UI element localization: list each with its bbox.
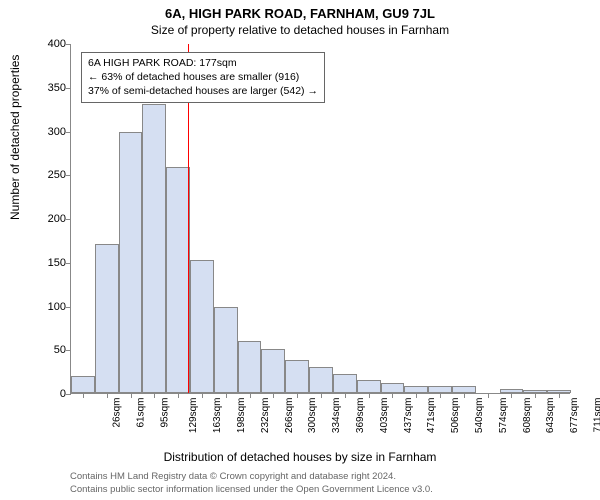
annotation-box: 6A HIGH PARK ROAD: 177sqm← 63% of detach… [81,52,325,103]
x-tick-label: 198sqm [236,398,247,434]
y-tick-mark [66,263,71,264]
y-tick-label: 0 [31,388,66,400]
annotation-line: 37% of semi-detached houses are larger (… [88,84,318,98]
chart-container: 6A, HIGH PARK ROAD, FARNHAM, GU9 7JL Siz… [0,0,600,500]
x-tick-label: 608sqm [522,398,533,434]
x-tick-label: 232sqm [260,398,271,434]
y-axis-label: Number of detached properties [8,55,22,220]
x-tick-mark [178,393,179,398]
x-tick-mark [273,393,274,398]
y-tick-mark [66,350,71,351]
histogram-bar [428,386,452,393]
histogram-bar [238,341,262,394]
x-tick-mark [107,393,108,398]
x-tick-mark [392,393,393,398]
histogram-bar [357,380,381,393]
plot-surface: 05010015020025030035040026sqm61sqm95sqm1… [71,44,570,393]
histogram-bar [285,360,309,393]
x-tick-mark [297,393,298,398]
x-tick-mark [535,393,536,398]
y-tick-mark [66,88,71,89]
x-tick-mark [464,393,465,398]
x-tick-mark [440,393,441,398]
x-tick-label: 300sqm [307,398,318,434]
x-tick-label: 711sqm [592,398,600,433]
histogram-bar [452,386,476,393]
y-tick-mark [66,219,71,220]
x-tick-mark [154,393,155,398]
x-tick-label: 26sqm [111,398,122,428]
y-tick-label: 200 [31,213,66,225]
x-tick-mark [131,393,132,398]
y-tick-mark [66,175,71,176]
histogram-bar [166,167,190,393]
x-tick-mark [250,393,251,398]
y-tick-label: 400 [31,38,66,50]
x-tick-mark [321,393,322,398]
y-tick-label: 50 [31,344,66,356]
x-tick-mark [488,393,489,398]
x-tick-mark [369,393,370,398]
footer-attribution: Contains HM Land Registry data © Crown c… [70,471,433,496]
x-tick-label: 403sqm [379,398,390,434]
footer-line-2: Contains public sector information licen… [70,484,433,496]
y-tick-label: 250 [31,169,66,181]
y-tick-label: 150 [31,257,66,269]
x-tick-label: 369sqm [355,398,366,434]
annotation-line: 6A HIGH PARK ROAD: 177sqm [88,56,318,70]
x-tick-mark [511,393,512,398]
x-tick-label: 471sqm [427,398,438,434]
histogram-bar [404,386,428,393]
x-tick-mark [345,393,346,398]
x-tick-label: 574sqm [498,398,509,434]
histogram-bar [190,260,214,393]
x-tick-label: 643sqm [546,398,557,434]
x-tick-mark [226,393,227,398]
x-tick-mark [559,393,560,398]
y-tick-label: 300 [31,126,66,138]
x-tick-label: 540sqm [474,398,485,434]
x-tick-label: 61sqm [135,398,146,428]
x-tick-mark [416,393,417,398]
y-tick-mark [66,394,71,395]
chart-title-sub: Size of property relative to detached ho… [0,21,600,41]
x-tick-label: 129sqm [188,398,199,434]
x-tick-mark [202,393,203,398]
chart-title-main: 6A, HIGH PARK ROAD, FARNHAM, GU9 7JL [0,0,600,21]
histogram-bar [142,104,166,393]
annotation-line: ← 63% of detached houses are smaller (91… [88,70,318,84]
x-tick-label: 163sqm [212,398,223,434]
x-tick-label: 677sqm [569,398,580,434]
histogram-bar [381,383,405,394]
x-tick-label: 95sqm [159,398,170,428]
y-tick-mark [66,132,71,133]
x-tick-mark [83,393,84,398]
plot-area: 05010015020025030035040026sqm61sqm95sqm1… [70,44,570,394]
y-tick-mark [66,44,71,45]
footer-line-1: Contains HM Land Registry data © Crown c… [70,471,433,483]
y-tick-label: 350 [31,82,66,94]
x-tick-label: 334sqm [331,398,342,434]
histogram-bar [309,367,333,393]
y-tick-mark [66,307,71,308]
histogram-bar [333,374,357,393]
x-axis-label: Distribution of detached houses by size … [0,450,600,464]
histogram-bar [119,132,143,393]
y-tick-label: 100 [31,301,66,313]
histogram-bar [214,307,238,393]
histogram-bar [261,349,285,393]
histogram-bar [95,244,119,393]
x-tick-label: 506sqm [450,398,461,434]
histogram-bar [71,376,95,394]
x-tick-label: 266sqm [284,398,295,434]
x-tick-label: 437sqm [403,398,414,434]
